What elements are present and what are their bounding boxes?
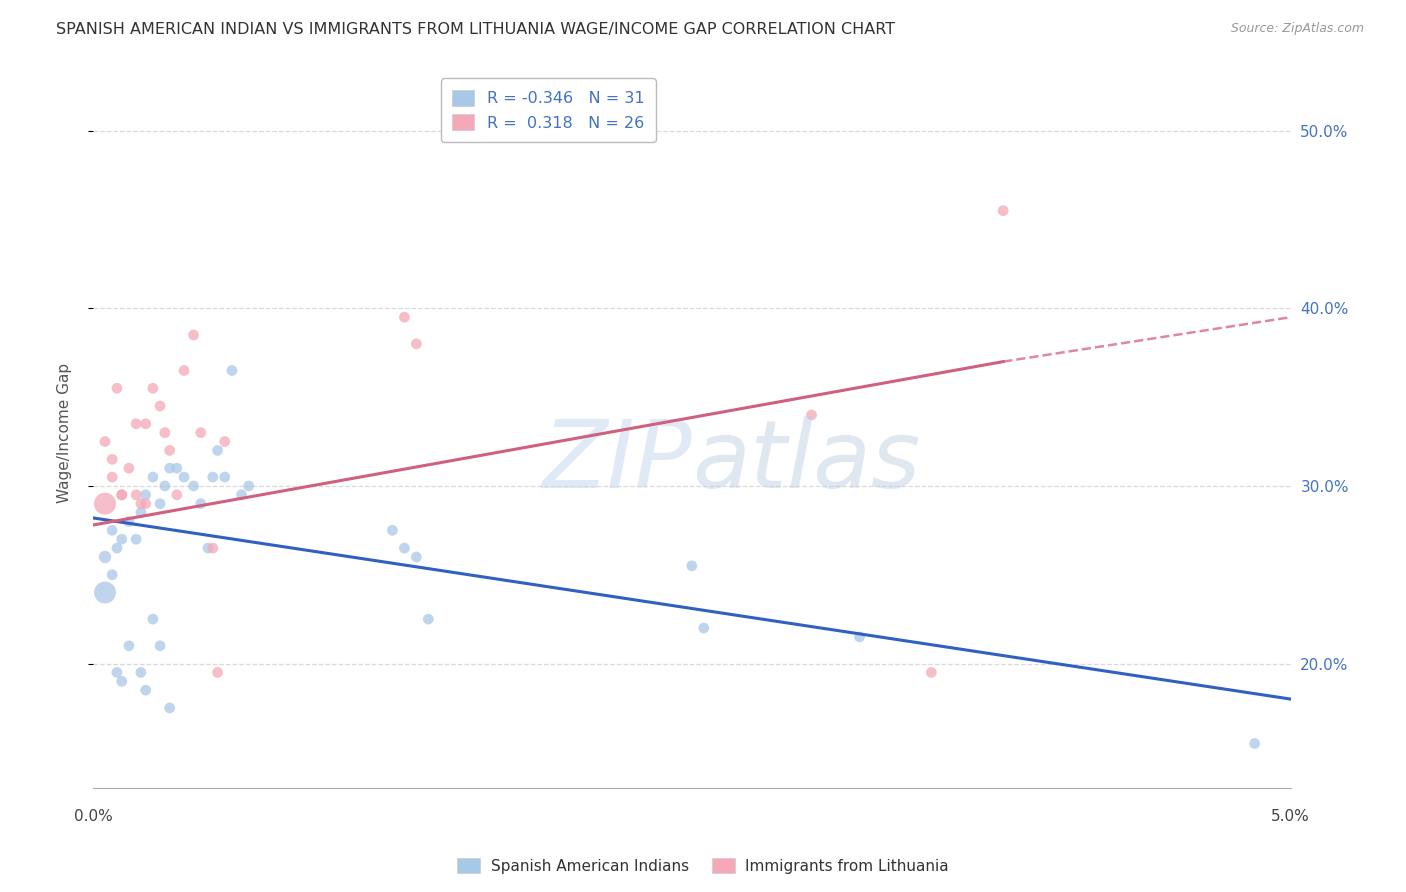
Point [214,434,236,449]
Point [129,665,152,680]
Point [800,408,823,422]
Point [681,558,703,573]
Point [135,497,157,511]
Point [118,515,141,529]
Point [207,443,229,458]
Point [94,585,117,599]
Point [166,461,188,475]
Point [94,549,117,564]
Point [214,470,236,484]
Point [125,488,148,502]
Point [125,417,148,431]
Point [207,665,229,680]
Point [190,425,212,440]
Point [183,328,205,343]
Point [190,497,212,511]
Point [135,417,157,431]
Point [173,470,195,484]
Point [394,541,416,555]
Point [125,533,148,547]
Point [238,479,260,493]
Text: ZIP: ZIP [543,416,692,507]
Text: Source: ZipAtlas.com: Source: ZipAtlas.com [1230,22,1364,36]
Point [159,701,181,715]
Point [153,479,176,493]
Point [94,434,117,449]
Point [149,399,172,413]
Point [201,541,224,555]
Point [149,497,172,511]
Point [101,452,124,467]
Legend: Spanish American Indians, Immigrants from Lithuania: Spanish American Indians, Immigrants fro… [451,852,955,880]
Point [394,310,416,325]
Point [173,363,195,377]
Y-axis label: Wage/Income Gap: Wage/Income Gap [58,362,72,503]
Point [221,363,243,377]
Point [183,479,205,493]
Point [105,665,128,680]
Point [848,630,870,644]
Point [118,461,141,475]
Point [94,497,117,511]
Point [129,497,152,511]
Point [111,488,134,502]
Point [129,506,152,520]
Point [111,674,134,689]
Point [418,612,440,626]
Point [118,639,141,653]
Text: SPANISH AMERICAN INDIAN VS IMMIGRANTS FROM LITHUANIA WAGE/INCOME GAP CORRELATION: SPANISH AMERICAN INDIAN VS IMMIGRANTS FR… [56,22,896,37]
Text: 5.0%: 5.0% [1271,809,1310,824]
Point [991,203,1014,218]
Point [1243,736,1265,750]
Point [135,488,157,502]
Point [101,567,124,582]
Point [135,683,157,698]
Point [153,425,176,440]
Text: 0.0%: 0.0% [73,809,112,824]
Point [381,524,404,538]
Point [197,541,219,555]
Point [105,381,128,395]
Point [101,470,124,484]
Point [920,665,942,680]
Point [159,443,181,458]
Point [142,470,165,484]
Point [111,488,134,502]
Point [231,488,253,502]
Point [142,381,165,395]
Point [405,336,427,351]
Point [693,621,716,635]
Point [166,488,188,502]
Point [149,639,172,653]
Point [142,612,165,626]
Point [101,524,124,538]
Point [201,470,224,484]
Point [105,541,128,555]
Point [405,549,427,564]
Text: atlas: atlas [692,416,920,507]
Point [111,533,134,547]
Legend: R = -0.346   N = 31, R =  0.318   N = 26: R = -0.346 N = 31, R = 0.318 N = 26 [440,78,655,142]
Point [159,461,181,475]
